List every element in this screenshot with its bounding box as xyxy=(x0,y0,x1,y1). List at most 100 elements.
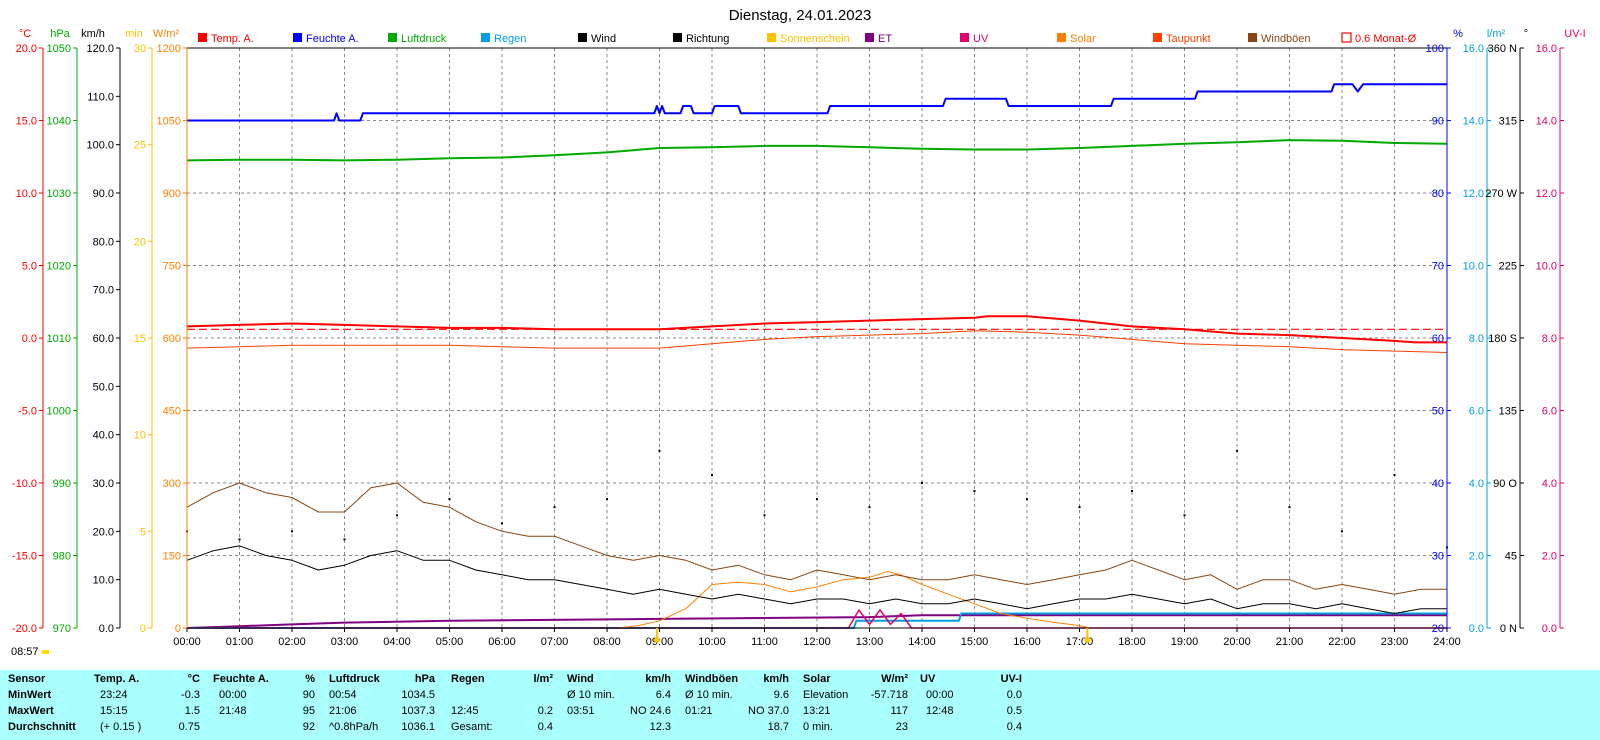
axis-tick-label: -15.0 xyxy=(12,551,37,563)
series-windb-en-line xyxy=(186,482,1447,595)
stats-cell-rain-time: 12:45 xyxy=(451,705,479,717)
axis-tick-label: 1040 xyxy=(47,116,71,128)
x-axis-tick-label: 21:00 xyxy=(1276,636,1304,648)
axis-tick-label: 300 xyxy=(163,478,181,490)
series-richtung-point xyxy=(343,538,346,541)
legend-swatch xyxy=(578,33,587,42)
axis-tick-label: 30 xyxy=(134,43,146,55)
axis-tick-label: 1010 xyxy=(47,333,71,345)
axis-tick-label: 5 xyxy=(140,526,146,538)
sunrise-time-text: 08:57 xyxy=(11,646,39,658)
legend-swatch xyxy=(481,33,490,42)
legend-label: Richtung xyxy=(686,33,729,45)
x-axis-tick-label: 11:00 xyxy=(751,636,778,648)
series-richtung-point xyxy=(763,514,766,517)
x-axis-tick-label: 10:00 xyxy=(698,636,726,648)
stats-header-uv: UV xyxy=(920,673,936,685)
axis-tick-label: 0.0 xyxy=(22,333,37,345)
axis-unit-label: l/m² xyxy=(1487,28,1506,40)
statistics-table: Sensor Temp. A. °C Feuchte A. % Luftdruc… xyxy=(0,670,1600,740)
legend-label: ET xyxy=(878,33,892,45)
series-richtung-point xyxy=(501,522,503,525)
axis-tick-label: 5.0 xyxy=(22,261,37,273)
stats-header-row: Sensor Temp. A. °C Feuchte A. % Luftdruc… xyxy=(0,673,1600,689)
legend-swatch xyxy=(1057,33,1066,42)
axis-tick-label: 10.0 xyxy=(1536,261,1557,273)
x-axis-tick-label: 05:00 xyxy=(436,636,464,648)
legend-label: Luftdruck xyxy=(401,33,447,45)
x-axis-tick-label: 06:00 xyxy=(488,636,516,648)
stats-cell-solar-time: Elevation xyxy=(803,689,849,701)
stats-cell-wind-val: NO 24.6 xyxy=(630,705,671,717)
legend-swatch xyxy=(293,33,302,42)
series-richtung-point xyxy=(1341,530,1343,533)
legend-swatch xyxy=(1153,33,1162,42)
axis-tick-label: 1030 xyxy=(47,188,71,200)
stats-cell-temp-val: 1.5 xyxy=(184,705,200,717)
axis-tick-label: 4.0 xyxy=(1469,478,1484,490)
axis-tick-label: 10 xyxy=(134,430,146,442)
series-uv-line xyxy=(187,609,1447,629)
stats-cell-press-val: 1034.5 xyxy=(401,689,435,701)
axis-tick-label: 15.0 xyxy=(16,116,37,128)
series-feuchte-a-line xyxy=(187,83,1447,122)
stats-cell-hum-val: 92 xyxy=(302,721,315,733)
axis-unit-label: % xyxy=(1453,28,1463,40)
axis-tick-label: 90 xyxy=(1432,116,1444,128)
axis-tick-label: 990 xyxy=(53,478,71,490)
stats-cell-gust-val: 18.7 xyxy=(767,721,789,733)
legend-label: Solar xyxy=(1070,33,1096,45)
chart-title: Dienstag, 24.01.2023 xyxy=(729,7,872,24)
axis-tick-label: 600 xyxy=(163,333,181,345)
legend-label: Sonnenschein xyxy=(780,33,850,45)
axis-tick-label: 10.0 xyxy=(93,575,114,587)
series-richtung-point xyxy=(553,506,556,509)
stats-header-wind: Wind xyxy=(567,673,594,685)
stats-header-wind-unit: km/h xyxy=(645,673,671,685)
stats-cell-wind-val: 12.3 xyxy=(649,721,671,733)
stats-cell-rain-time: Gesamt: xyxy=(451,721,493,733)
axis-unit-labels: °C hPa km/h min W/m²% l/m² ° UV-I xyxy=(19,28,1586,40)
axis-tick-label: 4.0 xyxy=(1542,478,1557,490)
x-axis-tick-label: 07:00 xyxy=(541,636,569,648)
stats-header-gust-unit: km/h xyxy=(763,673,789,685)
axis-tick-label: 20.0 xyxy=(93,526,114,538)
stats-cell-wind-time: Ø 10 min. xyxy=(567,689,615,701)
legend-swatch xyxy=(1341,32,1352,43)
series-richtung-point xyxy=(1288,506,1291,509)
series-taupunkt-line xyxy=(186,330,1448,353)
left-axes: 20.015.010.05.00.0-5.0-10.0-15.0-20.0105… xyxy=(12,43,188,635)
axis-unit-label: W/m² xyxy=(153,28,180,40)
axis-tick-label: 16.0 xyxy=(1536,43,1557,55)
axis-tick-label: 2.0 xyxy=(1542,551,1557,563)
axis-tick-label: 120.0 xyxy=(86,43,114,55)
x-axis-tick-label: 03:00 xyxy=(331,636,359,648)
series-luftdruck-line xyxy=(186,139,1448,162)
axis-tick-label: -20.0 xyxy=(12,623,37,635)
axis-tick-label: 20 xyxy=(1432,623,1444,635)
axis-tick-label: 1050 xyxy=(47,43,71,55)
legend-label: Taupunkt xyxy=(1166,33,1211,45)
stats-cell-solar-time: 0 min. xyxy=(803,721,833,733)
axis-unit-label: ° xyxy=(1524,28,1528,40)
axis-tick-label: 80 xyxy=(1432,188,1444,200)
x-axis-tick-label: 23:00 xyxy=(1381,636,1409,648)
axis-tick-label: 70 xyxy=(1432,261,1444,273)
axis-tick-label: 970 xyxy=(53,623,71,635)
axis-tick-label: 14.0 xyxy=(1536,116,1557,128)
legend-swatch xyxy=(865,33,874,42)
axis-tick-label: 270 W xyxy=(1485,188,1517,200)
series-temp-a-line xyxy=(186,315,1447,344)
stats-cell-rain-val: 0.2 xyxy=(537,705,553,717)
series-richtung-point xyxy=(921,482,923,484)
series-richtung-point xyxy=(238,538,241,541)
axis-tick-label: 1200 xyxy=(157,43,181,55)
legend-label: Windböen xyxy=(1261,33,1311,45)
stats-cell-hum-time: 21:48 xyxy=(219,705,247,717)
axis-tick-label: 45 xyxy=(1505,551,1517,563)
stats-cell-temp-time: (+ 0.15 ) xyxy=(100,721,142,733)
series-richtung-point xyxy=(1026,498,1028,501)
axis-tick-label: 30.0 xyxy=(93,478,114,490)
stats-cell-uv-time: 12:48 xyxy=(926,705,954,717)
axis-tick-label: 750 xyxy=(163,261,181,273)
